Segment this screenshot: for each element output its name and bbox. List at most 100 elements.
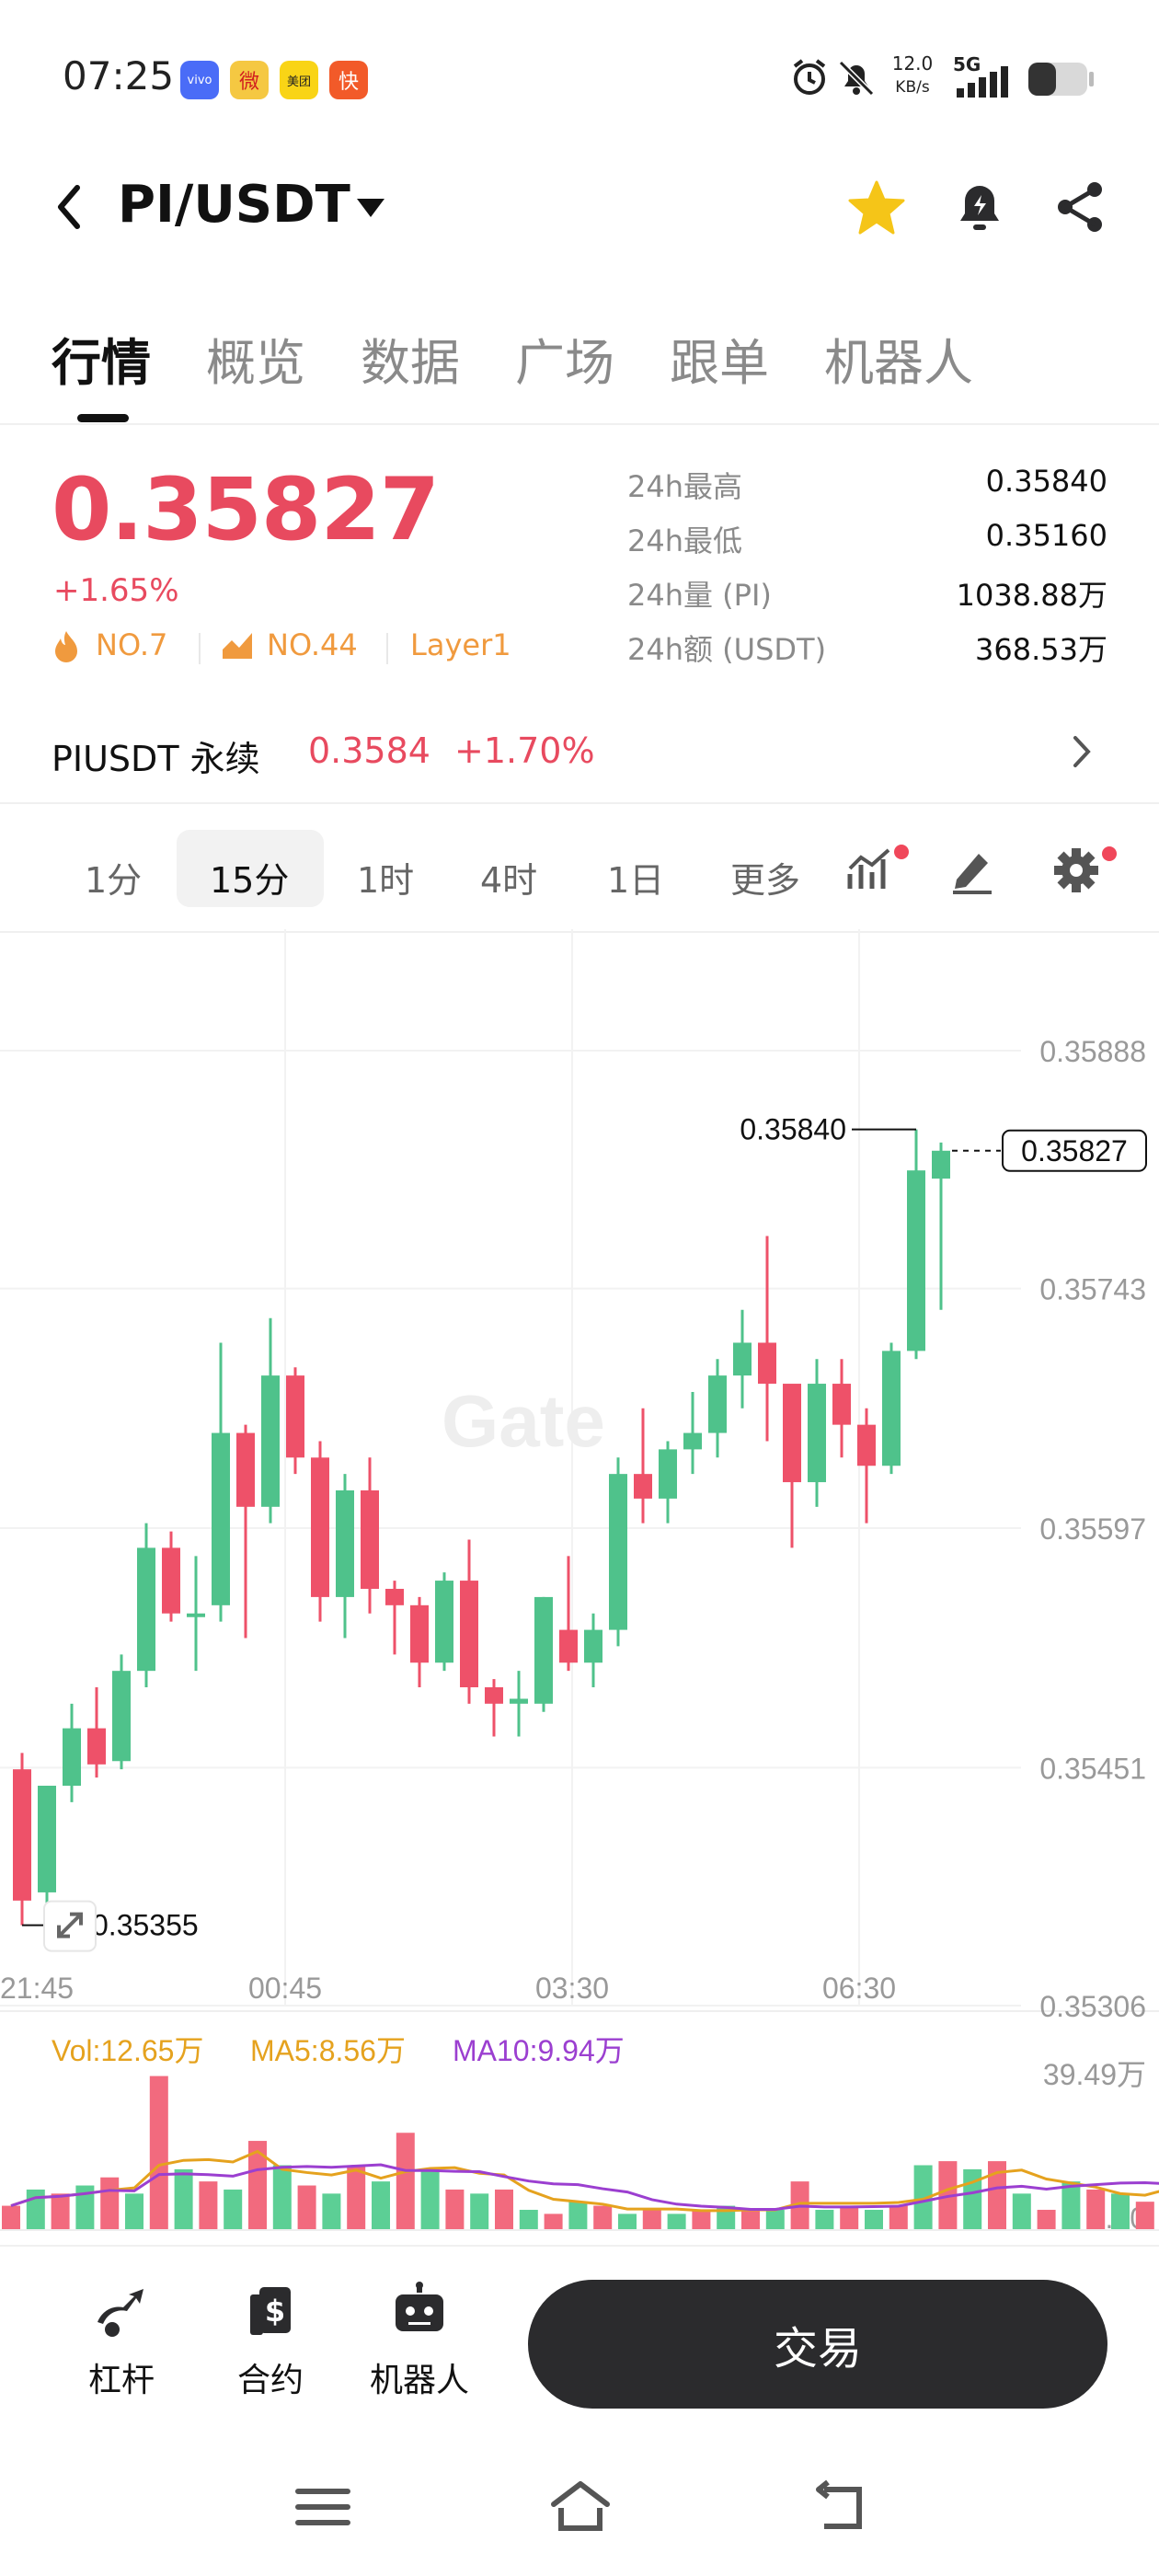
volume-bar (765, 2209, 785, 2230)
signal-icon (957, 66, 1008, 98)
volume-max-label: 39.49万 (1043, 2058, 1146, 2091)
volume-bar (642, 2209, 661, 2230)
stat-low-label: 24h最低 (627, 523, 743, 558)
volume-bar (347, 2165, 366, 2230)
candle-body (559, 1629, 578, 1663)
volume-bar (1111, 2193, 1130, 2230)
volume-bar (26, 2189, 45, 2230)
pair-dropdown-icon[interactable] (355, 197, 386, 219)
mute-bell-icon (838, 60, 875, 97)
x-axis-tick-label: 03:30 (535, 1972, 609, 2005)
expand-icon-arrows (57, 1912, 83, 1938)
volume-bar (1012, 2193, 1031, 2230)
candle-body (857, 1424, 876, 1466)
volume-bar (100, 2177, 120, 2230)
network-type: 5G (953, 53, 981, 75)
expand-chart-icon[interactable] (43, 1900, 97, 1952)
rank-tag[interactable]: NO.7 (96, 627, 168, 662)
volume-bar (372, 2181, 390, 2230)
candle-body (534, 1596, 553, 1704)
candle-body (361, 1489, 379, 1589)
candle-body (63, 1728, 81, 1787)
candle-body (112, 1671, 131, 1762)
volume-bar (988, 2161, 1006, 2230)
volume-bar (1061, 2181, 1081, 2230)
favorite-star-icon[interactable] (846, 178, 907, 237)
menu-nav-icon[interactable] (291, 2475, 355, 2539)
draw-tool-icon[interactable] (947, 845, 997, 896)
volume-bar (297, 2185, 316, 2230)
volume-bar (593, 2205, 613, 2230)
volume-bar (495, 2189, 513, 2230)
volume-bar (396, 2133, 415, 2230)
tab-market[interactable]: 行情 (52, 334, 151, 392)
candle-body (634, 1474, 652, 1499)
perpetual-change: +1.70% (454, 730, 595, 771)
alarm-icon (793, 59, 826, 95)
volume-bar (125, 2193, 143, 2230)
candle-body (261, 1375, 280, 1507)
candle-body (162, 1547, 180, 1614)
candle-body (510, 1698, 528, 1704)
gainers-rank-tag[interactable]: NO.44 (267, 627, 358, 662)
futures-icon: $ (250, 2287, 291, 2335)
interval-more[interactable]: 更多 (730, 860, 801, 901)
volume-bar (75, 2185, 95, 2230)
tab-overview[interactable]: 概览 (206, 334, 305, 392)
indicators-icon[interactable] (846, 843, 911, 898)
stat-turnover-value: 368.53万 (975, 632, 1107, 667)
candle-body (336, 1489, 354, 1597)
interval-1m[interactable]: 1分 (85, 860, 143, 901)
high-price-label: 0.35840 (740, 1113, 846, 1146)
candle-body (87, 1728, 106, 1765)
tab-copy-trading[interactable]: 跟单 (670, 334, 769, 392)
x-axis-tick-label: 00:45 (248, 1972, 322, 2005)
sector-tag[interactable]: Layer1 (410, 627, 511, 662)
candle-body (907, 1170, 925, 1351)
y-axis-tick-label: 0.35451 (1039, 1752, 1146, 1785)
candle-body (236, 1432, 255, 1507)
candle-body (311, 1457, 329, 1597)
back-icon[interactable] (52, 182, 88, 232)
volume-bar (2, 2205, 20, 2230)
candle-body (808, 1384, 826, 1483)
ma10-legend: MA10:9.94万 (453, 2034, 625, 2067)
interval-1d[interactable]: 1日 (607, 860, 665, 901)
back-nav-icon[interactable] (806, 2475, 870, 2539)
candle-body (13, 1769, 31, 1901)
trade-button[interactable]: 交易 (528, 2280, 1107, 2409)
volume-bar (51, 2193, 70, 2230)
candle-body (212, 1432, 230, 1605)
active-tab-indicator (77, 414, 129, 422)
candle-body (659, 1449, 677, 1499)
perpetual-name[interactable]: PIUSDT 永续 (52, 739, 260, 779)
interval-4h[interactable]: 4时 (480, 860, 538, 901)
margin-button[interactable]: 杠杆 (66, 2282, 177, 2401)
trend-rank-icon (223, 633, 252, 659)
tab-bots[interactable]: 机器人 (824, 334, 973, 392)
pair-title[interactable]: PI/USDT (118, 175, 350, 235)
price-alert-bell-icon[interactable] (953, 177, 1006, 237)
volume-bar (1086, 2189, 1106, 2230)
chevron-right-icon[interactable] (1071, 734, 1093, 769)
bots-label: 机器人 (369, 2362, 469, 2399)
volume-bar (568, 2202, 588, 2230)
candle-body (882, 1351, 901, 1466)
robot-icon (396, 2282, 443, 2331)
home-nav-icon[interactable] (548, 2475, 613, 2539)
tab-square[interactable]: 广场 (515, 334, 614, 392)
share-icon[interactable] (1052, 178, 1107, 236)
interval-15m[interactable]: 15分 (210, 860, 290, 901)
volume-bar (248, 2141, 267, 2230)
interval-1h[interactable]: 1时 (357, 860, 415, 901)
futures-button[interactable]: $ 合约 (215, 2282, 326, 2401)
chart-settings-icon[interactable] (1049, 841, 1122, 896)
bots-button[interactable]: 机器人 (364, 2282, 475, 2401)
candlestick-chart[interactable]: Gate 0.35888 0.35743 0.35597 0.35451 0.35306… (0, 929, 1159, 2245)
kuaishou-app-icon: 快 (329, 61, 368, 99)
volume-bar (420, 2168, 440, 2230)
ma10-line (10, 2163, 1159, 2212)
stat-high-label: 24h最高 (627, 469, 743, 504)
last-price: 0.35827 (52, 460, 440, 560)
tab-data[interactable]: 数据 (361, 334, 460, 392)
